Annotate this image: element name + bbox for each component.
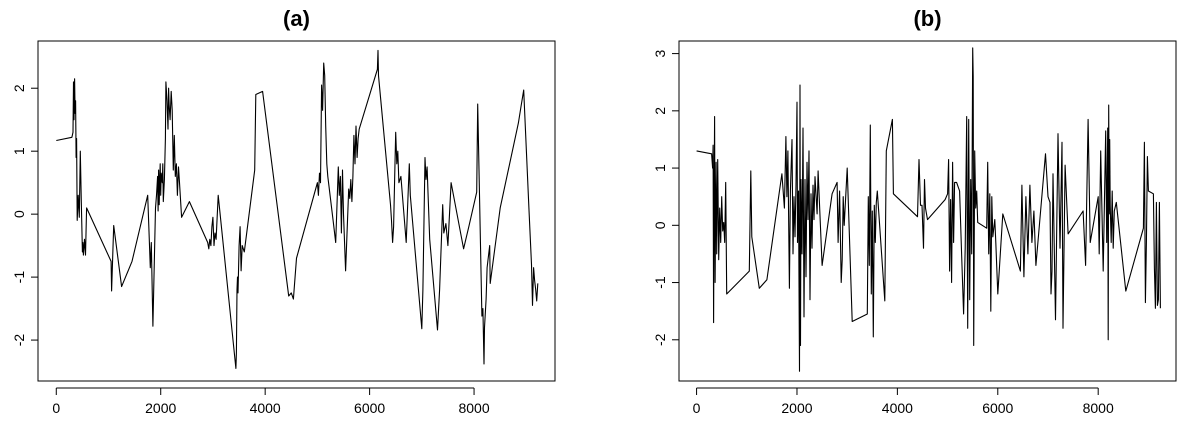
panel-a-y-tick-label: 2 — [11, 84, 27, 92]
panel-a-y-axis: -2 -1 0 1 2 — [11, 84, 38, 346]
panel-b-x-axis: 0 2000 4000 6000 8000 — [693, 387, 1114, 416]
panel-b-plot-frame — [678, 40, 1177, 382]
panel-b-y-tick-label: 3 — [652, 49, 668, 57]
panel-b-y-tick-label: 1 — [652, 164, 668, 172]
panel-b-x-tick-label: 2000 — [781, 400, 812, 416]
panel-a-title: (a) — [283, 6, 310, 31]
panel-a-y-tick-label: -1 — [11, 271, 27, 284]
panel-a-x-tick-label: 4000 — [250, 400, 281, 416]
panel-a-x-tick-label: 8000 — [458, 400, 489, 416]
panel-a: (a) -2 -1 0 1 2 0 2000 4000 6000 8000 — [11, 6, 556, 416]
panel-b-x-tick-label: 4000 — [882, 400, 913, 416]
panel-b-x-tick-label: 0 — [693, 400, 701, 416]
panel-a-x-axis: 0 2000 4000 6000 8000 — [52, 387, 490, 416]
panel-b-y-axis: -2 -1 0 1 2 3 — [652, 49, 679, 346]
panel-b-x-tick-label: 6000 — [982, 400, 1013, 416]
panel-a-y-tick-label: -2 — [11, 334, 27, 347]
panel-a-y-tick-label: 1 — [11, 147, 27, 155]
panel-b-y-tick-label: 0 — [652, 221, 668, 229]
panel-a-plot-frame — [37, 40, 556, 382]
panel-b-y-tick-label: 2 — [652, 107, 668, 115]
panel-a-x-tick-label: 2000 — [145, 400, 176, 416]
panel-a-series-line — [56, 49, 539, 369]
panel-b-y-tick-label: -2 — [652, 333, 668, 346]
panel-b-x-tick-label: 8000 — [1083, 400, 1114, 416]
panel-b-y-tick-label: -1 — [652, 276, 668, 289]
panel-a-x-tick-label: 6000 — [354, 400, 385, 416]
panel-a-y-tick-label: 0 — [11, 210, 27, 218]
panel-b-series-line — [696, 47, 1161, 372]
panel-a-x-tick-label: 0 — [52, 400, 60, 416]
panel-b-title: (b) — [913, 6, 941, 31]
panel-b: (b) -2 -1 0 1 2 3 0 2000 4000 6000 8000 — [652, 6, 1177, 416]
